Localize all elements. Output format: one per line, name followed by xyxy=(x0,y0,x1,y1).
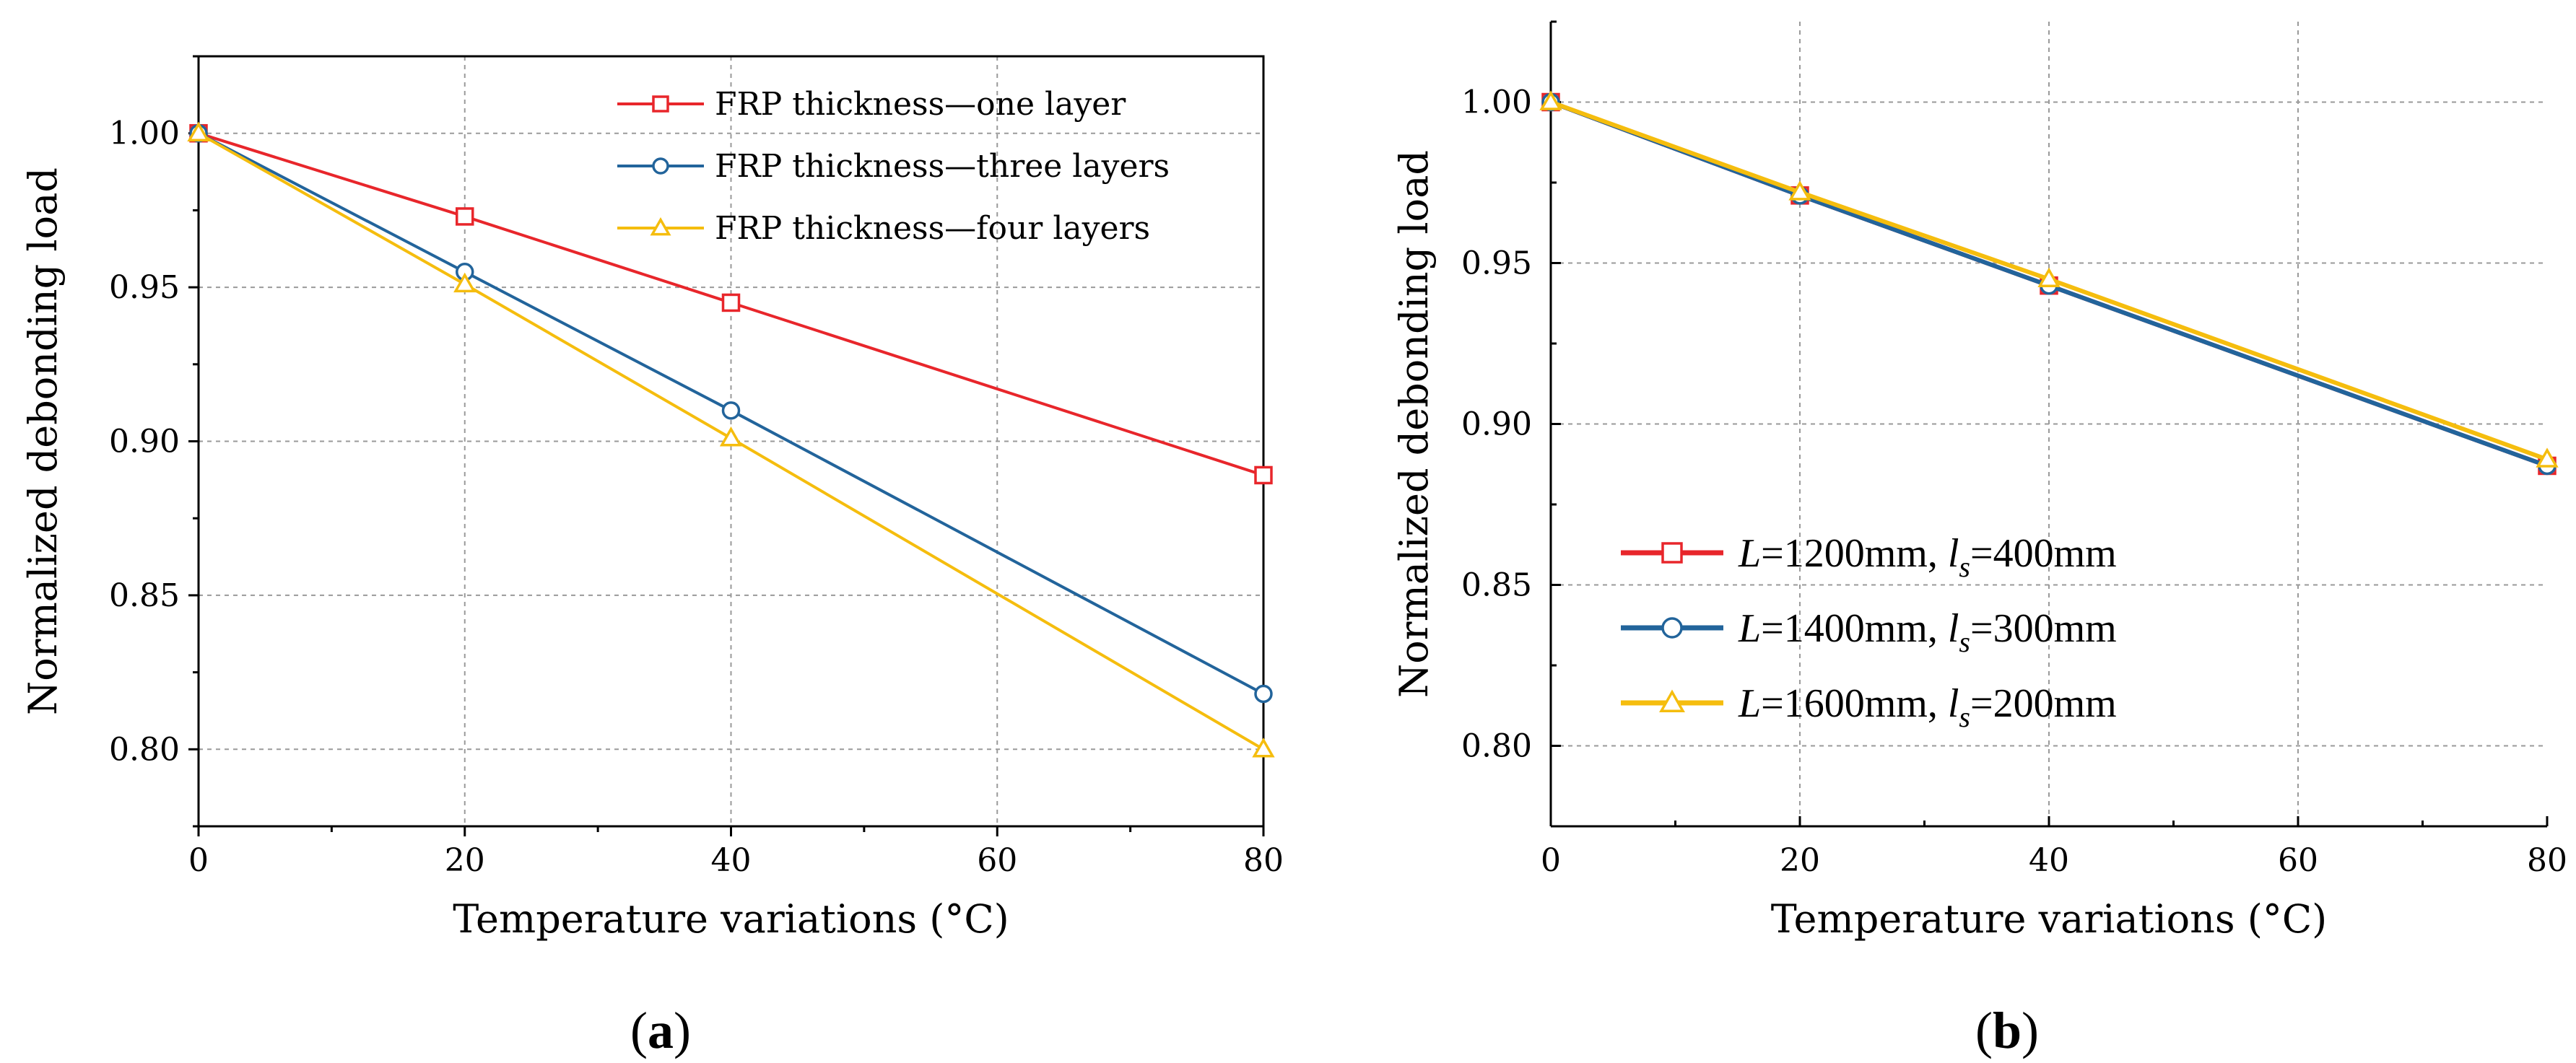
legend-label: L=1200mm, ls=400mm xyxy=(1738,531,2117,583)
legend-label-val: =1600mm, xyxy=(1761,681,1948,726)
data-point xyxy=(1539,90,1562,110)
series-line xyxy=(198,131,1264,696)
x-tick-label: 60 xyxy=(2278,842,2318,879)
panel-label-open: ( xyxy=(630,1002,648,1059)
chart-panel-b: 0 20 40 60 80 0.80 0.85 0.90 0.95 1.00 Temperature… xyxy=(1391,20,2567,1059)
data-point xyxy=(1788,180,1811,201)
legend-label-var: L xyxy=(1738,606,1761,651)
legend-label-sub: s xyxy=(1959,551,1970,583)
data-point xyxy=(453,272,477,293)
panel-label-letter: a xyxy=(648,1002,674,1059)
x-tick-label: 40 xyxy=(2029,842,2069,879)
legend-label: FRP thickness—four layers xyxy=(715,210,1150,247)
legend-marker xyxy=(652,95,669,113)
legend-label-var: l xyxy=(1948,606,1959,651)
series xyxy=(187,121,1275,758)
legend-label-val: =400mm xyxy=(1970,531,2117,576)
panel-label-open: ( xyxy=(1975,1002,1993,1059)
y-tick-label: 0.95 xyxy=(109,269,180,306)
x-tick-label: 20 xyxy=(1780,842,1820,879)
legend-marker xyxy=(1661,542,1683,564)
panel-label: (a) xyxy=(630,1002,691,1059)
legend-label-val: =200mm xyxy=(1970,681,2117,726)
x-axis-title: Temperature variations (°C) xyxy=(453,896,1009,942)
data-point xyxy=(1254,684,1273,704)
legend-label-sub: s xyxy=(1959,701,1970,733)
series xyxy=(1539,90,2559,468)
legend-marker xyxy=(652,157,669,175)
panel-label: (b) xyxy=(1975,1002,2039,1059)
y-tick-label: 0.95 xyxy=(1461,245,1532,282)
legend-label-var: l xyxy=(1948,531,1959,576)
data-point xyxy=(2536,447,2559,468)
legend-label-var: L xyxy=(1738,531,1761,576)
legend-label-sub: s xyxy=(1959,626,1970,658)
series-line xyxy=(198,131,1264,477)
legend-label-val: =300mm xyxy=(1970,606,2117,651)
x-tick-label: 60 xyxy=(977,842,1017,879)
data-point xyxy=(719,426,743,447)
legend-label: FRP thickness—three layers xyxy=(715,148,1170,185)
data-point xyxy=(1254,465,1273,485)
legend-marker xyxy=(1661,617,1683,639)
legend-label-var: L xyxy=(1738,681,1761,726)
y-axis-title: Normalized debonding load xyxy=(1391,150,1437,698)
x-tick-label: 80 xyxy=(2527,842,2567,879)
series-line xyxy=(198,131,1265,751)
data-point xyxy=(721,293,741,312)
data-point xyxy=(187,121,210,141)
x-tick-label: 40 xyxy=(711,842,752,879)
panel-label-letter: b xyxy=(1993,1002,2022,1059)
legend-label-val: =1400mm, xyxy=(1761,606,1948,651)
data-point xyxy=(456,207,474,226)
y-tick-label: 1.00 xyxy=(1461,84,1532,121)
chart-panel-a: 0 20 40 60 80 0.80 0.85 0.90 0.95 1.00 Temperature… xyxy=(20,55,1284,1059)
y-tick-label: 0.90 xyxy=(109,424,180,460)
grid xyxy=(1551,22,2547,826)
data-point xyxy=(2037,267,2061,288)
legend-label: L=1400mm, ls=300mm xyxy=(1738,606,2117,658)
legend-marker xyxy=(1659,689,1685,712)
legend-label: FRP thickness—one layer xyxy=(715,86,1126,123)
x-tick-label: 0 xyxy=(1541,842,1561,879)
y-tick-label: 0.90 xyxy=(1461,406,1532,443)
panel-label-close: ) xyxy=(674,1002,691,1059)
y-tick-label: 0.85 xyxy=(109,577,180,614)
data-point xyxy=(1252,738,1275,758)
y-axis-title: Normalized debonding load xyxy=(20,167,66,715)
data-point xyxy=(721,401,741,420)
y-tick-label: 0.80 xyxy=(109,731,180,768)
x-tick-label: 0 xyxy=(188,842,209,879)
y-tick-label: 1.00 xyxy=(109,115,180,152)
legend-marker xyxy=(650,216,671,236)
legend-label-val: =1200mm, xyxy=(1761,531,1948,576)
legend: FRP thickness—one layer FRP thickness—thr… xyxy=(617,86,1170,247)
legend-label-var: l xyxy=(1948,681,1959,726)
x-axis-title: Temperature variations (°C) xyxy=(1771,896,2328,942)
x-tick-label: 80 xyxy=(1243,842,1284,879)
x-tick-label: 20 xyxy=(445,842,485,879)
y-tick-label: 0.85 xyxy=(1461,567,1532,604)
series-line xyxy=(1549,100,2549,462)
panel-label-close: ) xyxy=(2022,1002,2039,1059)
y-tick-label: 0.80 xyxy=(1461,728,1532,765)
legend-label: L=1600mm, ls=200mm xyxy=(1738,681,2117,733)
